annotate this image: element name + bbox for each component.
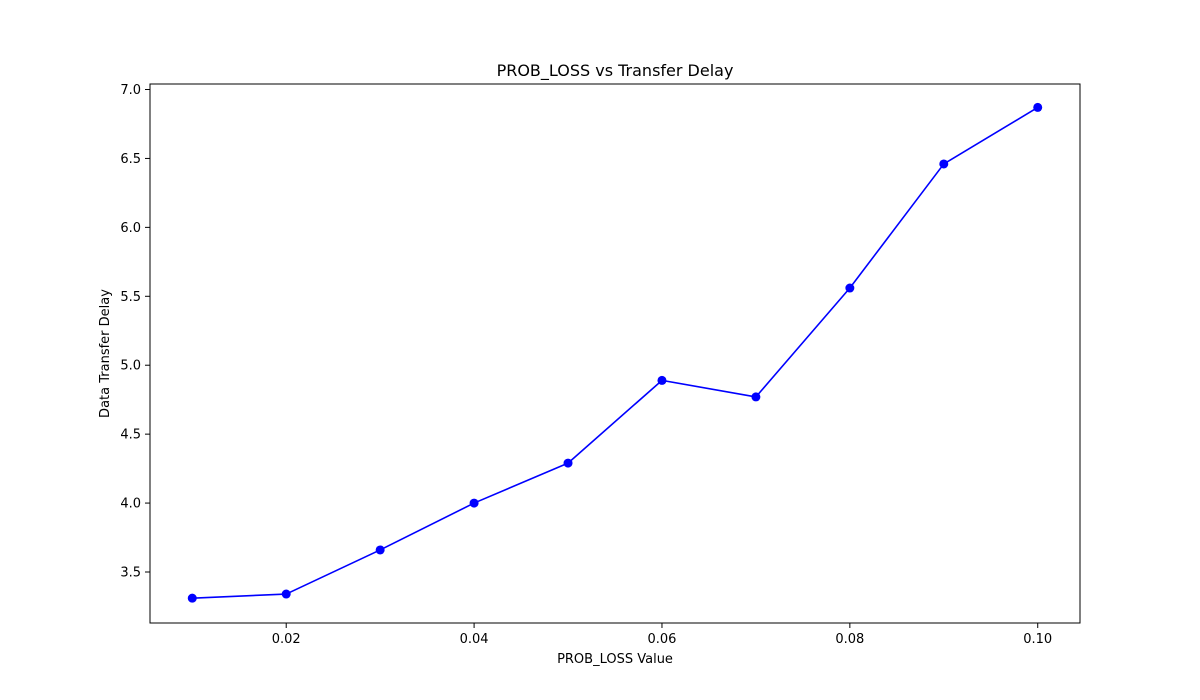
y-tick-label: 6.0 xyxy=(120,221,141,236)
series-line xyxy=(192,106,1039,599)
y-tick-label: 5.0 xyxy=(120,359,141,374)
series-layer xyxy=(187,102,1043,603)
data-point xyxy=(1033,102,1043,112)
data-point xyxy=(469,498,479,508)
y-tick-label: 4.5 xyxy=(120,428,141,443)
data-point xyxy=(187,593,197,603)
y-tick-label: 3.5 xyxy=(120,565,141,580)
data-point xyxy=(845,283,855,293)
plot-area xyxy=(149,83,1081,624)
x-tick-label: 0.04 xyxy=(460,632,489,647)
plot-frame xyxy=(149,83,1081,624)
data-point xyxy=(281,589,291,599)
data-point xyxy=(375,545,385,555)
y-tick-label: 5.5 xyxy=(120,290,141,305)
y-tick-label: 4.0 xyxy=(120,497,141,512)
data-point xyxy=(939,159,949,169)
y-axis: 3.5 4.0 4.5 5.0 5.5 6.0 6.5 7.0 xyxy=(120,83,150,580)
x-axis-label: PROB_LOSS Value xyxy=(557,652,673,667)
y-axis-label: Data Transfer Delay xyxy=(98,289,113,418)
x-axis: 0.02 0.04 0.06 0.08 0.10 xyxy=(272,623,1052,647)
x-tick-label: 0.10 xyxy=(1023,632,1052,647)
data-point xyxy=(657,375,667,385)
y-tick-label: 6.5 xyxy=(120,152,141,167)
chart-title: PROB_LOSS vs Transfer Delay xyxy=(497,61,734,81)
x-tick-label: 0.02 xyxy=(272,632,301,647)
data-point xyxy=(563,458,573,468)
x-tick-label: 0.08 xyxy=(835,632,864,647)
data-point xyxy=(751,392,761,402)
y-tick-label: 7.0 xyxy=(120,83,141,98)
x-tick-label: 0.06 xyxy=(647,632,676,647)
